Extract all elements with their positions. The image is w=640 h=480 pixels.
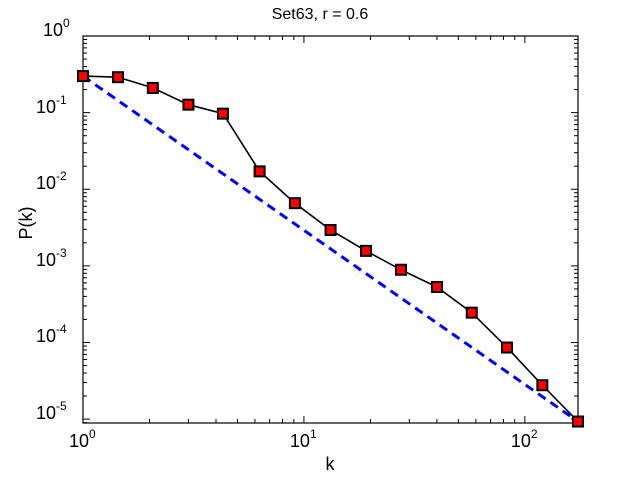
y-tick-label: 10-4 xyxy=(36,322,67,347)
data-marker xyxy=(324,223,337,236)
data-marker xyxy=(182,98,195,111)
data-marker xyxy=(500,341,513,354)
fit-line xyxy=(82,74,579,423)
data-marker xyxy=(572,415,584,428)
y-tick-label: 10-5 xyxy=(36,399,67,424)
y-axis-label: P(k) xyxy=(16,206,36,240)
data-marker xyxy=(360,244,373,257)
data-marker xyxy=(253,165,266,178)
data-marker xyxy=(216,107,229,120)
y-tick-label: 100 xyxy=(43,16,70,40)
x-tick-label: 101 xyxy=(289,427,317,451)
data-marker xyxy=(394,263,407,276)
chart-title: Set63, r = 0.6 xyxy=(271,6,369,23)
data-marker xyxy=(288,197,301,210)
x-axis-label: k xyxy=(325,454,335,474)
data-marker xyxy=(77,70,89,83)
y-tick-label: 10-1 xyxy=(36,92,67,117)
data-marker xyxy=(430,281,443,294)
data-marker xyxy=(465,306,478,319)
data-marker xyxy=(146,81,159,94)
x-tick-label: 100 xyxy=(69,427,96,451)
data-marker xyxy=(536,379,549,392)
x-tick-label: 102 xyxy=(510,427,538,451)
y-tick-label: 10-3 xyxy=(36,245,67,270)
data-marker xyxy=(111,71,124,84)
y-tick-label: 10-2 xyxy=(36,169,67,194)
